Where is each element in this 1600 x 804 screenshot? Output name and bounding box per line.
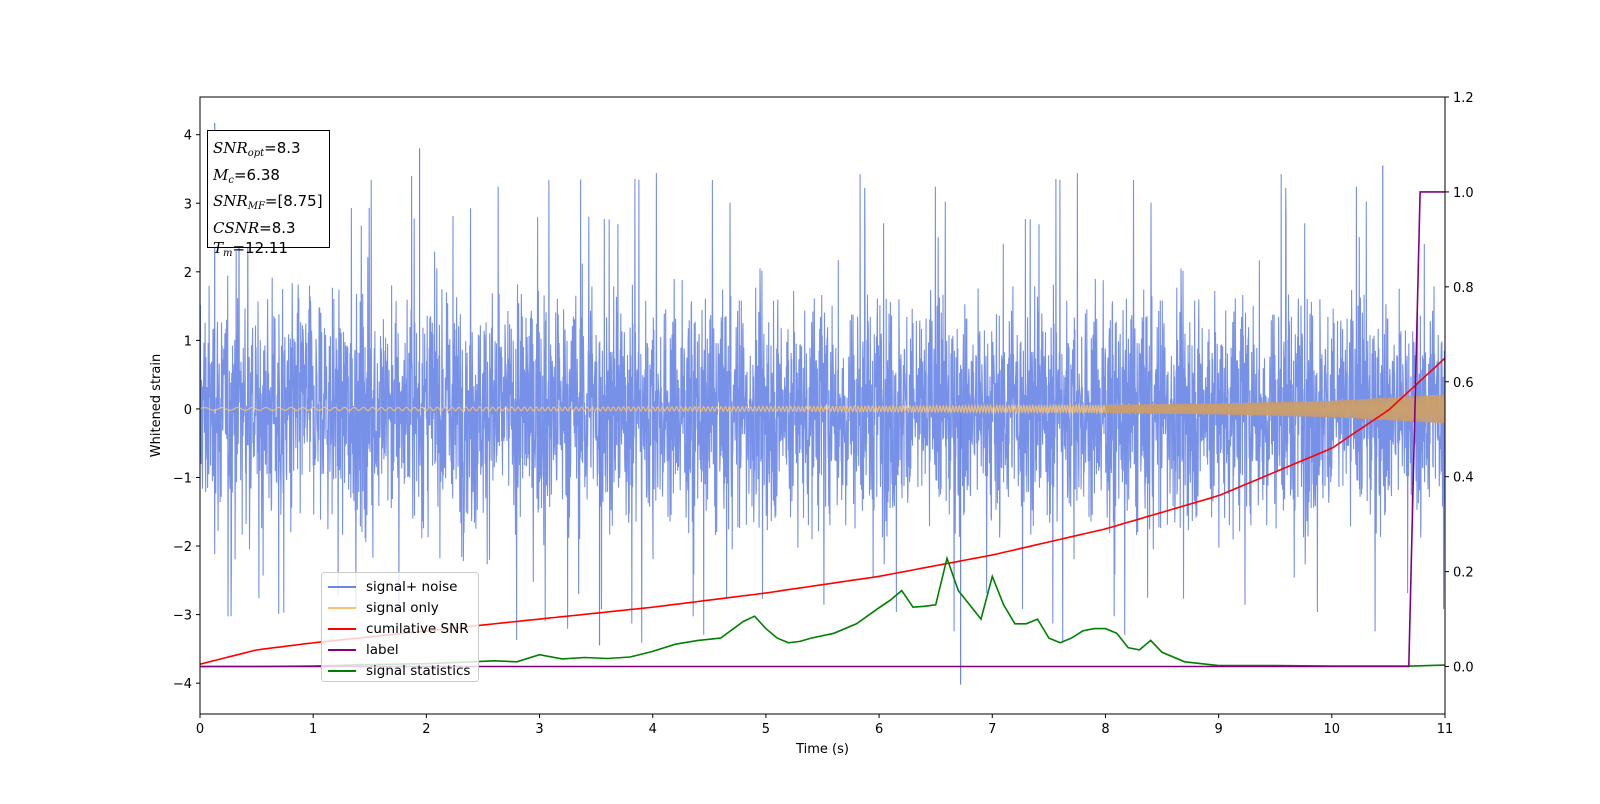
legend-swatch	[328, 627, 356, 630]
x-tick-label: 11	[1437, 722, 1454, 737]
y-tick-label: −3	[173, 609, 192, 624]
legend-label: signal statistics	[366, 662, 471, 679]
y-tick-label: −4	[173, 677, 192, 692]
legend-item: signal statistics	[328, 660, 478, 681]
y2-tick-label: 1.0	[1453, 186, 1474, 201]
stats-row: CSNR=8.3	[213, 218, 329, 239]
stats-annotation-box: SNRopt=8.3 Mc=6.38 SNRMF=[8.75] CSNR=8.3 Tm=…	[207, 130, 330, 259]
y-tick-label: −1	[173, 471, 192, 486]
y2-tick-label: 0.6	[1453, 376, 1474, 391]
stats-row: SNRMF=[8.75]	[213, 191, 329, 218]
y-tick-label: −2	[173, 540, 192, 555]
legend-swatch	[328, 669, 356, 672]
label-line	[200, 191, 1445, 668]
y2-tick-label: 0.2	[1453, 566, 1474, 581]
x-tick-label: 9	[1214, 722, 1222, 737]
stats-subscript: MF	[247, 201, 265, 212]
stats-subscript: c	[228, 174, 234, 186]
x-tick-label: 1	[309, 722, 317, 737]
stats-value: =[8.75]	[264, 192, 323, 210]
y2-tick-label: 1.2	[1453, 91, 1474, 106]
x-tick-label: 0	[196, 722, 204, 737]
stats-row: Tm=12.11	[213, 238, 329, 265]
y-tick-label: 1	[184, 334, 192, 349]
legend-label: cumilative SNR	[366, 620, 469, 637]
y-axis-label: Whitened strain	[149, 354, 164, 457]
stats-symbol: CSNR	[213, 218, 260, 237]
x-tick-label: 3	[535, 722, 543, 737]
y2-tick-label: 0.4	[1453, 471, 1474, 486]
x-tick-label: 4	[649, 722, 657, 737]
stats-value: =8.3	[264, 139, 301, 157]
stats-value: =8.3	[259, 218, 296, 237]
axes: 0 1 2 3 4 5 6 7 8 9 10 11 −4 −3 −2 −1 0 1 2 3 4 0.0 0.2 0.4 0.6 0…	[173, 91, 1474, 737]
stats-value: =6.38	[233, 165, 280, 184]
plot-frame	[199, 96, 1446, 715]
stats-symbol: SNR	[213, 139, 248, 157]
x-tick-label: 8	[1101, 722, 1109, 737]
signal-only-series	[199, 394, 1446, 424]
signal-noise-line	[199, 170, 1446, 643]
legend-item: signal+ noise	[328, 576, 478, 597]
legend: signal+ noise signal only cumilative SNR la…	[321, 572, 479, 682]
y-tick-label: 4	[184, 129, 192, 144]
y2-tick-label: 0.8	[1453, 281, 1474, 296]
signal-only-band	[1105, 394, 1445, 424]
x-tick-label: 7	[988, 722, 996, 737]
signal-noise-series	[199, 123, 1446, 685]
stats-symbol: T	[213, 239, 224, 257]
legend-item: label	[328, 639, 478, 660]
x-tick-label: 2	[422, 722, 430, 737]
legend-item: signal only	[328, 597, 478, 618]
legend-swatch	[328, 606, 356, 609]
legend-swatch	[328, 648, 356, 651]
legend-label: signal+ noise	[366, 578, 458, 595]
stats-row: Mc=6.38	[213, 165, 329, 192]
x-tick-label: 10	[1324, 722, 1341, 737]
signal-statistics-line	[200, 555, 1446, 668]
stats-subscript: opt	[247, 148, 265, 159]
y2-tick-label: 0.0	[1453, 661, 1474, 676]
x-tick-label: 5	[762, 722, 770, 737]
legend-swatch	[328, 585, 356, 588]
stats-row: SNRopt=8.3	[213, 138, 329, 165]
stats-value: =12.11	[232, 239, 289, 257]
y-tick-label: 2	[184, 266, 192, 281]
x-axis-label: Time (s)	[795, 742, 849, 757]
legend-item: cumilative SNR	[328, 618, 478, 639]
legend-label: signal only	[366, 599, 439, 616]
stats-symbol: SNR	[213, 192, 248, 210]
y-tick-label: 0	[184, 403, 192, 418]
x-tick-label: 6	[875, 722, 883, 737]
stats-subscript: m	[223, 248, 233, 259]
y-tick-label: 3	[184, 197, 192, 212]
stats-symbol: M	[213, 165, 229, 184]
legend-label: label	[366, 641, 399, 658]
